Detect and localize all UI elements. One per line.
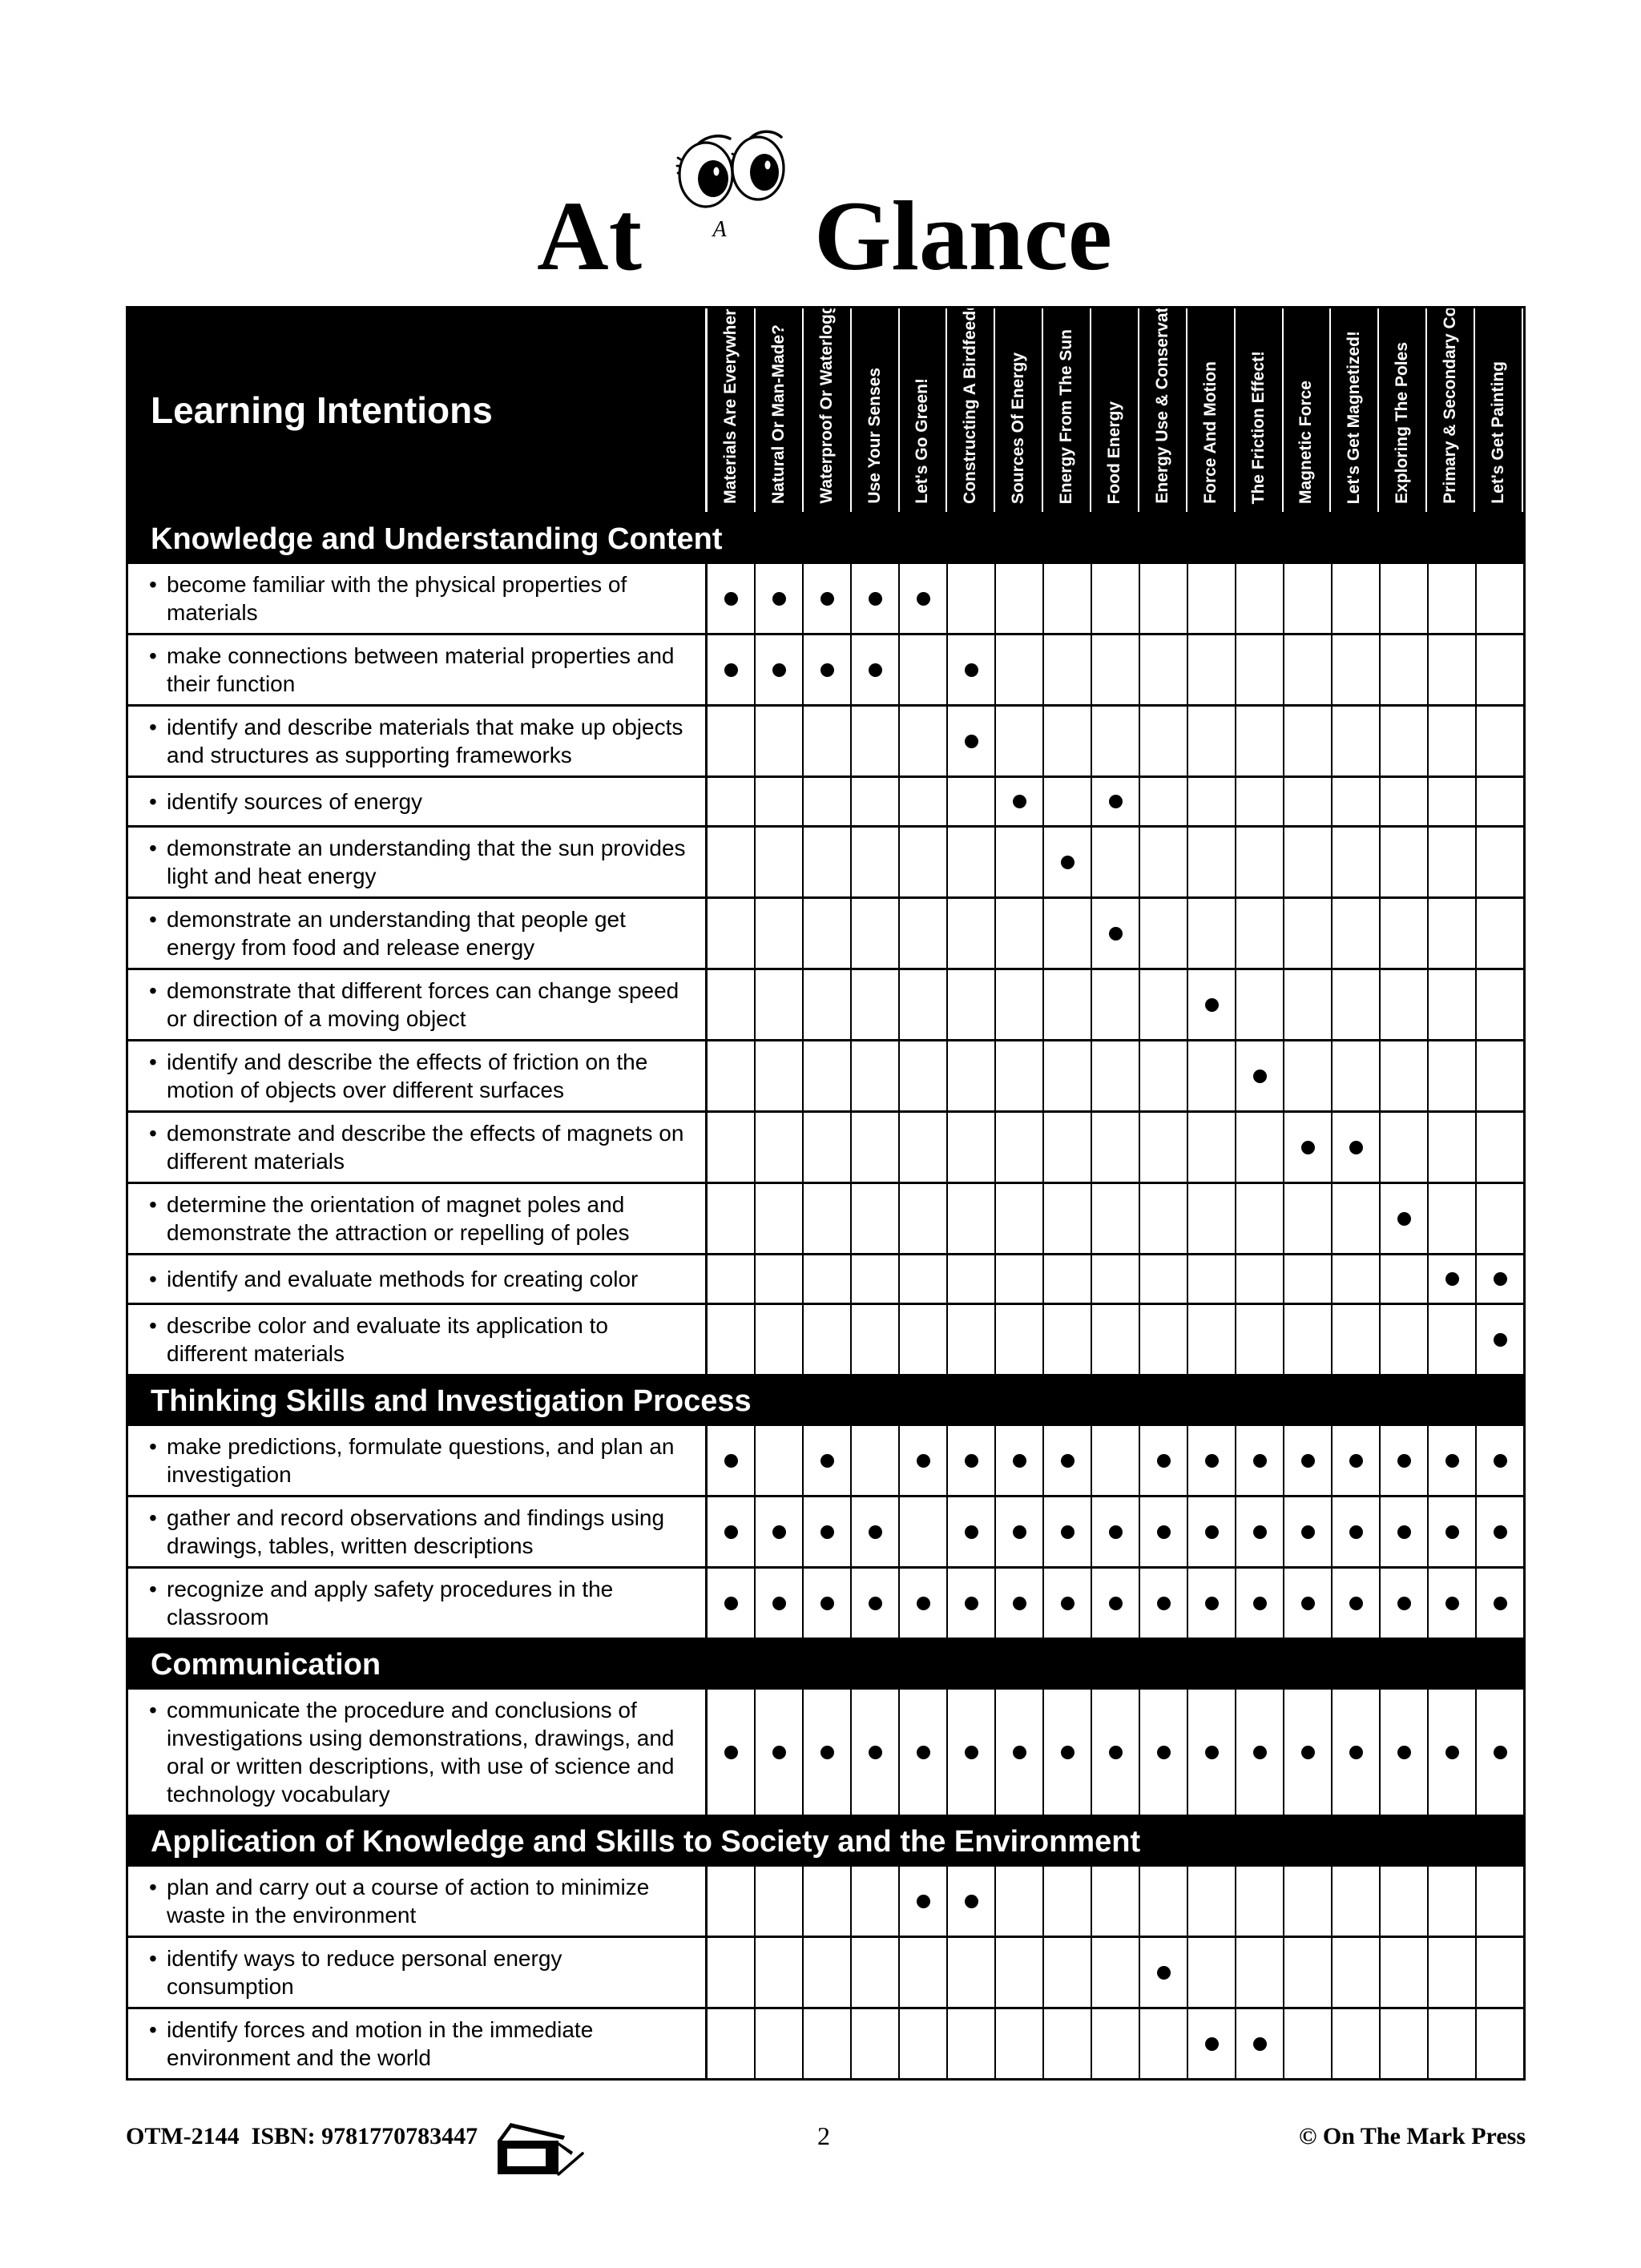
svg-text:A: A — [711, 217, 727, 242]
svg-text:Glance: Glance — [814, 181, 1112, 272]
svg-text:At: At — [537, 181, 642, 272]
